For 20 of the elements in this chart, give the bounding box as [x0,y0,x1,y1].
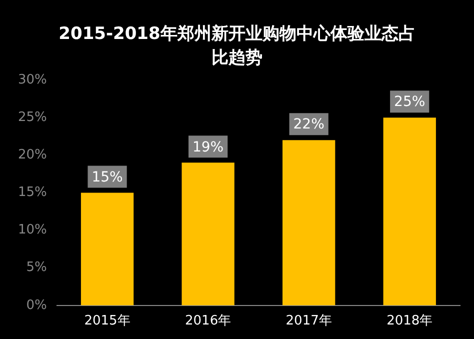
y-tick-label: 30% [18,72,47,88]
bar [383,118,436,306]
data-label: 15% [92,169,123,186]
bar [80,192,134,306]
bar [182,162,234,306]
bar [282,140,336,306]
chart-title: 2015-2018年郑州新开业购物中心体验业态占比趋势 [58,23,416,70]
data-label: 25% [394,94,426,110]
data-label: 22% [293,116,324,133]
x-tick-label: 2017年 [286,314,332,329]
x-tick-label: 2016年 [185,314,232,329]
y-tick-label: 20% [18,148,47,163]
y-tick-label: 5% [26,260,47,276]
y-tick-label: 25% [18,110,47,125]
y-tick-label: 10% [18,222,47,238]
y-tick-label: 15% [18,185,47,200]
data-label: 19% [192,139,224,156]
x-tick-label: 2018年 [386,314,433,329]
y-tick-label: 0% [26,298,47,313]
x-tick-label: 2015年 [84,314,130,329]
